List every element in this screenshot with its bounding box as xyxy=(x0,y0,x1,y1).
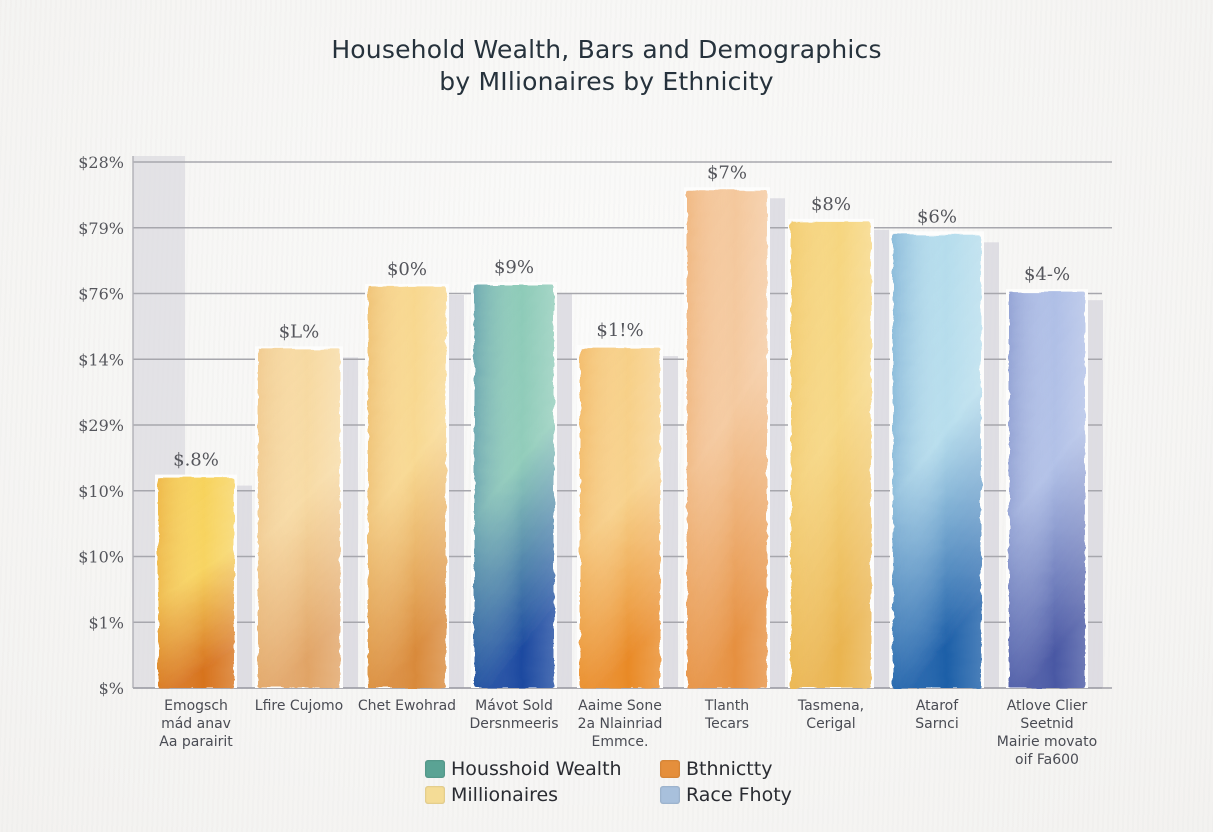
legend-swatch-millionaires xyxy=(425,786,445,804)
data-label: $8% xyxy=(811,194,851,215)
data-label: $4-% xyxy=(1024,264,1070,285)
x-tick-label-line: Mairie movato xyxy=(997,734,1097,750)
x-tick-label-line: Atlove Clier xyxy=(1007,698,1088,714)
x-tick-label-line: Aa parairit xyxy=(159,734,233,750)
x-tick-label-line: Lfire Cujomo xyxy=(255,698,343,714)
legend: Housshoid Wealth Bthnictty Millionaires … xyxy=(425,758,805,806)
x-tick-label-line: Seetnid xyxy=(1020,716,1073,732)
x-tick-label-line: Tlanth xyxy=(704,698,749,714)
y-tick-label: $79% xyxy=(78,219,124,238)
bar-wash xyxy=(1009,292,1085,688)
bar-wash xyxy=(687,190,767,688)
data-label: $0% xyxy=(387,259,427,280)
legend-item: Bthnictty xyxy=(660,758,805,780)
y-tick-label: $28% xyxy=(78,153,124,172)
x-tick-label-line: Mávot Sold xyxy=(475,698,553,714)
x-tick-label-line: Emmce. xyxy=(592,734,649,750)
bar-wash xyxy=(893,234,981,688)
x-tick-label: Atlove Clier Seetnid Mairie movato oif Fa60… xyxy=(997,698,1097,768)
bar-wash xyxy=(368,286,446,688)
data-label: $1!% xyxy=(596,320,643,341)
x-tick-label-line: Atarof xyxy=(916,698,959,714)
x-tick-label: Emogsch mád anav Aa parairit xyxy=(159,698,233,750)
bar-wash xyxy=(580,348,660,688)
bar-wash xyxy=(791,221,871,688)
y-tick-label: $76% xyxy=(78,285,124,304)
y-tick-label: $29% xyxy=(78,416,124,435)
x-tick-label-line: Emogsch xyxy=(164,698,228,714)
data-labels: $.8% $L% $0% $9% $1!% $7% $8% $6% $4-% xyxy=(173,162,1070,470)
x-tick-label-line: Cerigal xyxy=(806,716,855,732)
y-tick-label: $% xyxy=(99,679,124,698)
y-tick-label: $1% xyxy=(88,613,124,632)
x-tick-label-line: mád anav xyxy=(161,716,231,732)
legend-label: Bthnictty xyxy=(686,758,773,780)
x-axis-category-labels: Emogsch mád anav Aa parairit Lfire Cujomo Ch… xyxy=(159,698,1097,768)
legend-label: Housshoid Wealth xyxy=(451,758,622,780)
legend-swatch-household-wealth xyxy=(425,760,445,778)
bars xyxy=(155,187,1088,688)
x-tick-label: Lfire Cujomo xyxy=(255,698,343,714)
x-tick-label: Aaime Sone 2a Nlainriad Emmce. xyxy=(578,698,663,750)
legend-label: Race Fhoty xyxy=(686,784,792,806)
x-tick-label-line: oif Fa600 xyxy=(1015,752,1079,768)
x-tick-label-line: Tasmena, xyxy=(797,698,864,714)
x-tick-label: Tlanth Tecars xyxy=(704,698,749,732)
y-tick-label: $14% xyxy=(78,350,124,369)
data-label: $7% xyxy=(707,162,747,183)
x-tick-label: Mávot Sold Dersnmeeris xyxy=(469,698,558,732)
data-label: $9% xyxy=(494,257,534,278)
x-tick-label: Tasmena, Cerigal xyxy=(797,698,864,732)
data-label: $L% xyxy=(279,321,320,342)
chart-title: Household Wealth, Bars and Demographics … xyxy=(0,34,1213,98)
bar-wash xyxy=(158,477,234,688)
data-label: $.8% xyxy=(173,450,219,471)
legend-item: Race Fhoty xyxy=(660,784,805,806)
legend-label: Millionaires xyxy=(451,784,559,806)
legend-item: Housshoid Wealth xyxy=(425,758,660,780)
x-tick-label-line: Sarnci xyxy=(915,716,958,732)
legend-swatch-ethnicity xyxy=(660,760,680,778)
data-label: $6% xyxy=(917,206,957,227)
x-tick-label-line: 2a Nlainriad xyxy=(578,716,663,732)
chart-title-line-2: by MIlionaires by Ethnicity xyxy=(439,67,774,96)
x-tick-label-line: Chet Ewohrad xyxy=(358,698,456,714)
legend-swatch-race xyxy=(660,786,680,804)
x-tick-label: Atarof Sarnci xyxy=(915,698,959,732)
bar-wash xyxy=(474,284,554,688)
legend-item: Millionaires xyxy=(425,784,660,806)
bar-wash xyxy=(258,349,340,688)
x-tick-label-line: Aaime Sone xyxy=(578,698,662,714)
chart-title-line-1: Household Wealth, Bars and Demographics xyxy=(331,35,882,64)
x-tick-label: Chet Ewohrad xyxy=(358,698,456,714)
x-tick-label-line: Dersnmeeris xyxy=(469,716,558,732)
y-tick-label: $10% xyxy=(78,482,124,501)
x-tick-label-line: Tecars xyxy=(704,716,749,732)
y-tick-label: $10% xyxy=(78,548,124,567)
y-axis-tick-labels: $% $1% $10% $10% $29% $14% $76% $79% $28% xyxy=(78,153,124,698)
